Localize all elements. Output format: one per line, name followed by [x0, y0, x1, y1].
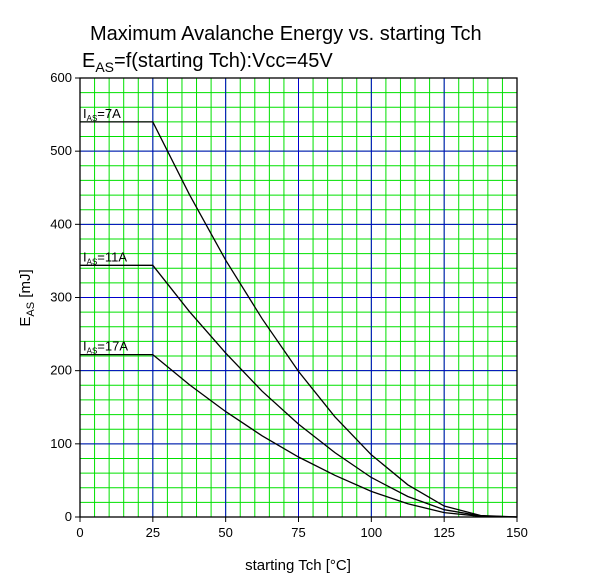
chart-title-line1: Maximum Avalanche Energy vs. starting Tc…	[90, 23, 482, 45]
y-axis-label: EAS [mJ]	[17, 269, 37, 326]
y-tick-label: 300	[50, 290, 72, 305]
y-axis-label-symbol: E	[17, 317, 34, 327]
y-tick-label: 200	[50, 363, 72, 378]
series-label-3: IAS=17A	[83, 339, 128, 356]
x-axis-label: starting Tch [°C]	[245, 557, 351, 574]
data-series	[80, 121, 518, 518]
x-tick-label: 75	[291, 525, 305, 540]
title-condition: =f(starting Tch):Vcc=45V	[114, 50, 333, 72]
title-energy-symbol: E	[82, 50, 95, 72]
series-line-3	[80, 353, 518, 518]
x-tick-label: 150	[506, 525, 528, 540]
x-tick-label: 25	[146, 525, 160, 540]
y-tick-label: 500	[50, 143, 72, 158]
chart-title: Maximum Avalanche Energy vs. starting Tc…	[82, 23, 482, 75]
y-tick-label: 400	[50, 216, 72, 231]
x-tick-label: 125	[433, 525, 455, 540]
title-energy-subscript: AS	[95, 59, 114, 75]
x-axis-ticks: 0 25 50 75 100 125 150	[76, 517, 528, 540]
x-tick-label: 50	[218, 525, 232, 540]
chart-title-line2: EAS=f(starting Tch):Vcc=45V	[82, 50, 333, 75]
series-labels: IAS=7A IAS=11A IAS=17A	[83, 106, 128, 356]
y-tick-label: 100	[50, 436, 72, 451]
series-line-2	[80, 264, 518, 518]
series-line-1	[80, 121, 518, 518]
y-axis-ticks: 0 100 200 300 400 500 600	[50, 70, 80, 524]
series-label-1: IAS=7A	[83, 106, 121, 123]
y-axis-label-unit: [mJ]	[17, 269, 34, 302]
x-tick-label: 0	[76, 525, 83, 540]
y-axis-label-subscript: AS	[25, 302, 37, 317]
y-tick-label: 600	[50, 70, 72, 85]
series-label-2: IAS=11A	[83, 249, 127, 266]
x-tick-label: 100	[360, 525, 382, 540]
y-tick-label: 0	[65, 509, 72, 524]
